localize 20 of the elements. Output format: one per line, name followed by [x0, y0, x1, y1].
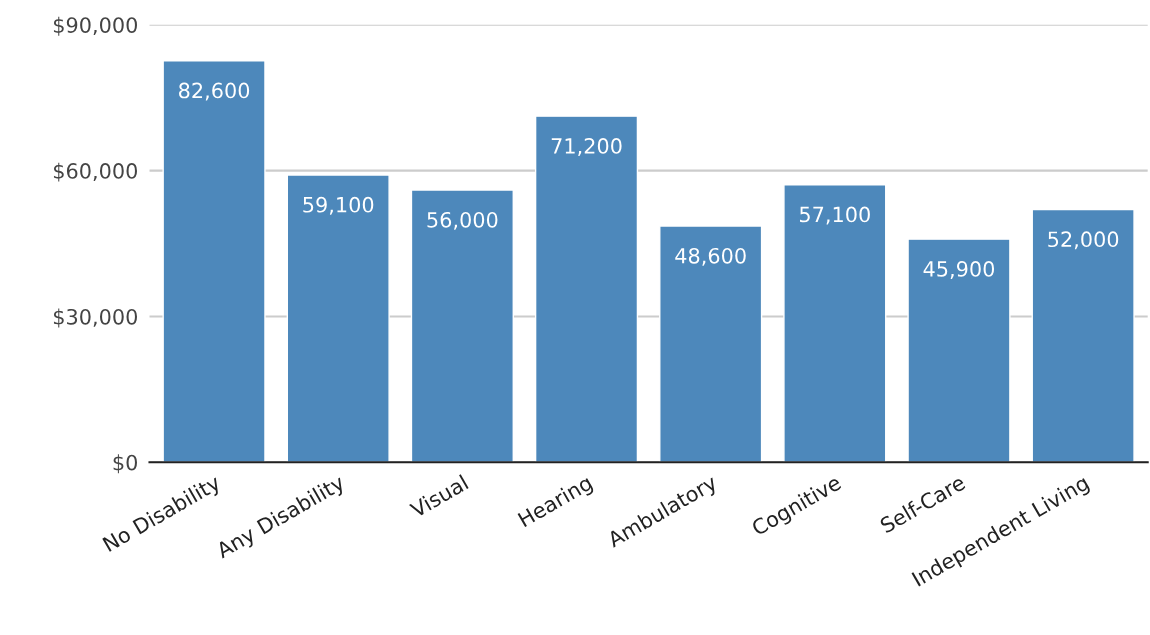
data-label: 82,600 — [179, 82, 250, 101]
data-label: 52,000 — [1048, 231, 1119, 250]
data-label: 57,100 — [799, 206, 870, 225]
bar — [783, 184, 887, 463]
y-tick-label: $90,000 — [53, 16, 137, 36]
data-label: 45,900 — [923, 261, 995, 279]
y-tick-label: $60,000 — [53, 162, 137, 182]
bar — [286, 174, 390, 463]
bar — [162, 60, 266, 463]
data-label: 59,100 — [303, 196, 374, 215]
bar — [410, 189, 514, 463]
bar — [659, 225, 763, 463]
bar — [534, 115, 639, 463]
data-label: 71,200 — [551, 138, 622, 156]
data-label: 56,000 — [427, 211, 498, 230]
bar — [1031, 208, 1135, 463]
data-label: 48,600 — [675, 247, 746, 266]
bar — [907, 238, 1011, 463]
y-tick-label: $30,000 — [53, 308, 137, 328]
y-tick-label: $0 — [113, 454, 138, 474]
